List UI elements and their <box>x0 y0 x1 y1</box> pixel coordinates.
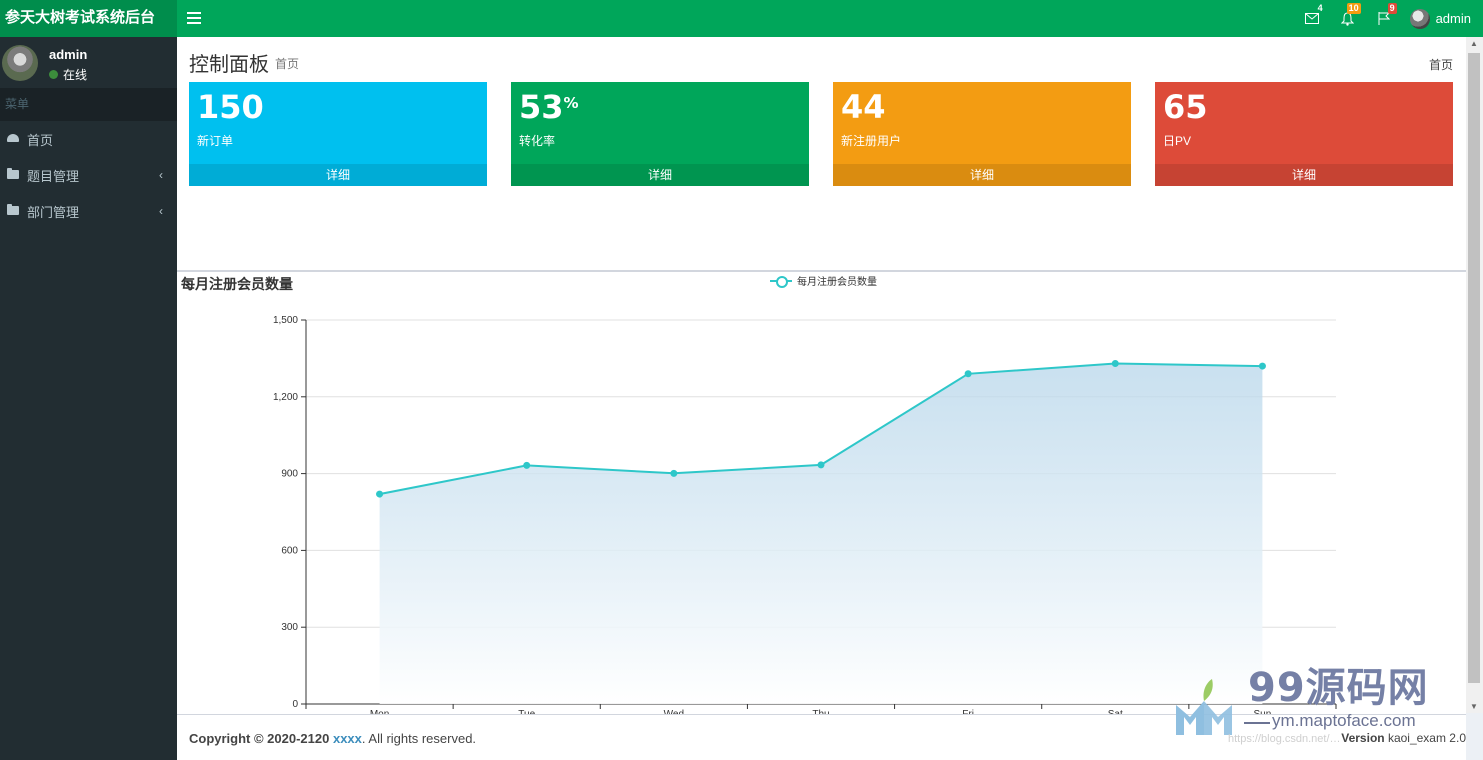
folder-icon <box>7 168 20 180</box>
registration-chart: 1,5001,2009006003000MonTueWedThuFriSatSu… <box>273 315 1337 720</box>
stat-more-link[interactable]: 详细 <box>833 164 1131 186</box>
chevron-left-icon: ‹ <box>159 168 163 182</box>
data-point <box>1111 360 1119 368</box>
chart-title: 每月注册会员数量 <box>181 276 293 292</box>
data-point <box>670 469 678 477</box>
sidebar-toggle-icon[interactable] <box>187 9 201 27</box>
stat-label: 日PV <box>1163 134 1192 148</box>
flag-icon <box>1378 12 1390 25</box>
user-menu[interactable]: admin <box>1402 8 1471 29</box>
copyright: Copyright © 2020-2120 xxxx. All rights r… <box>189 731 477 746</box>
breadcrumb[interactable]: 首页 <box>1428 58 1453 72</box>
tasks-badge: 9 <box>1387 3 1397 14</box>
notifications-badge: 10 <box>1346 3 1361 14</box>
page-title: 控制面板 <box>189 52 269 76</box>
footer: Copyright © 2020-2120 xxxx. All rights r… <box>177 714 1466 760</box>
chart-divider <box>177 270 1466 272</box>
page-subtitle: 首页 <box>275 57 300 71</box>
messages-button[interactable]: 4 <box>1294 0 1330 37</box>
data-point <box>964 370 972 378</box>
footer-link[interactable]: xxxx <box>332 731 362 746</box>
navbar-right: 4 10 9 admin <box>1294 0 1471 37</box>
stat-more-link[interactable]: 详细 <box>189 164 487 186</box>
brand-logo[interactable]: 参天大树考试系统后台 <box>0 0 177 37</box>
y-tick-label: 0 <box>292 699 298 710</box>
user-panel-name: admin <box>49 47 88 62</box>
menu-header: 菜单 <box>0 88 177 121</box>
tasks-button[interactable]: 9 <box>1366 0 1402 37</box>
scroll-down-icon[interactable]: ▼ <box>1470 702 1478 711</box>
stat-more-link[interactable]: 详细 <box>511 164 809 186</box>
stat-box-new-users: 44 新注册用户 详细 <box>833 82 1131 186</box>
main-content: 控制面板 首页 首页 150 新订单 详细 53% 转化率 详细 44 新注册用… <box>177 37 1466 760</box>
chart-legend[interactable]: 每月注册会员数量 <box>770 273 877 288</box>
online-dot-icon <box>49 70 58 79</box>
y-tick-label: 1,200 <box>273 392 298 403</box>
version-info: Version kaoi_exam 2.0 <box>1341 731 1466 745</box>
scrollbar-thumb[interactable] <box>1468 53 1480 683</box>
user-panel: admin 在线 <box>0 37 177 88</box>
legend-label: 每月注册会员数量 <box>797 277 877 288</box>
envelope-icon <box>1304 13 1319 24</box>
stat-value: 53% <box>519 88 579 126</box>
sidebar-item-questions[interactable]: 题目管理 ‹ <box>0 157 177 193</box>
y-tick-label: 300 <box>281 622 298 633</box>
stat-value: 150 <box>197 88 264 126</box>
folder-icon <box>7 204 20 216</box>
data-point <box>817 461 825 469</box>
sidebar: admin 在线 菜单 首页 题目管理 ‹ 部门管理 ‹ <box>0 37 177 760</box>
messages-badge: 4 <box>1317 3 1323 13</box>
y-tick-label: 1,500 <box>273 315 298 326</box>
stat-box-orders: 150 新订单 详细 <box>189 82 487 186</box>
data-point <box>376 490 384 498</box>
stat-label: 新注册用户 <box>841 134 902 148</box>
scroll-up-icon[interactable]: ▲ <box>1470 39 1478 48</box>
data-point <box>1258 362 1266 370</box>
stat-label: 新订单 <box>197 134 234 148</box>
stat-more-link[interactable]: 详细 <box>1155 164 1453 186</box>
chevron-left-icon: ‹ <box>159 204 163 218</box>
user-menu-name: admin <box>1435 11 1471 26</box>
stat-box-conversion: 53% 转化率 详细 <box>511 82 809 186</box>
stat-label: 转化率 <box>519 134 556 148</box>
sidebar-item-home[interactable]: 首页 <box>0 121 177 157</box>
user-avatar <box>1409 8 1430 29</box>
stat-value: 65 <box>1163 88 1208 126</box>
sidebar-item-departments[interactable]: 部门管理 ‹ <box>0 193 177 229</box>
top-navbar: 4 10 9 admin <box>177 0 1483 37</box>
notifications-button[interactable]: 10 <box>1330 0 1366 37</box>
sidebar-item-label: 部门管理 <box>27 204 80 220</box>
avatar <box>2 45 38 81</box>
legend-marker-icon <box>770 275 792 288</box>
y-tick-label: 600 <box>281 545 298 556</box>
sidebar-item-label: 首页 <box>27 132 54 148</box>
dashboard-icon <box>7 134 20 144</box>
online-status: 在线 <box>49 66 87 83</box>
stat-box-daily-pv: 65 日PV 详细 <box>1155 82 1453 186</box>
stat-value: 44 <box>841 88 886 126</box>
y-tick-label: 900 <box>281 469 298 480</box>
online-status-label: 在线 <box>63 68 88 82</box>
data-point <box>523 461 531 469</box>
sidebar-item-label: 题目管理 <box>27 168 80 184</box>
series-area <box>379 363 1263 704</box>
page-scrollbar[interactable]: ▲ ▼ <box>1466 37 1483 713</box>
